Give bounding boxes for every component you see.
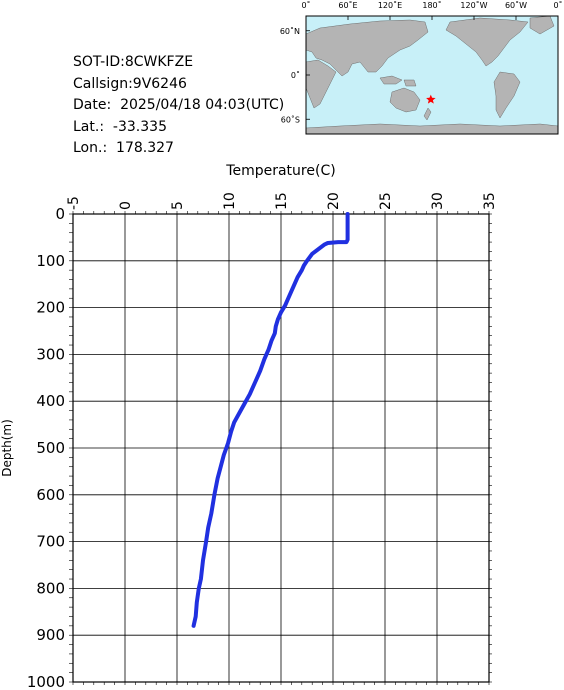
temperature-profile-line [191,212,350,628]
map-longitude-labels: 0˚ 60˚E 120˚E 180˚ 120˚W 60˚W 0˚ [301,0,562,10]
temperature-depth-plot: -5 0 5 10 15 20 25 30 35 01002003004005006007008… [0,163,498,690]
x-axis-title: Temperature(C) [225,163,335,179]
map-lon-label: 0˚ [553,0,562,10]
map-lon-label: 60˚W [505,0,527,10]
y-tick-label: 100 [36,252,65,270]
map-lat-label: 60˚S [281,114,300,124]
map-lon-label: 0˚ [301,0,310,10]
map-lon-label: 60˚E [338,0,357,10]
map-lon-label: 180˚ [422,0,441,10]
y-tick-label: 600 [36,486,65,504]
map-ticks [305,16,559,120]
location-map: 0˚ 60˚E 120˚E 180˚ 120˚W 60˚W 0˚ 60˚N 0˚ 60˚S [280,0,563,135]
plot-frame [72,213,490,683]
map-lat-label: 60˚N [280,26,300,36]
y-tick-label: 500 [36,439,65,457]
y-tick-label: 900 [36,626,65,644]
y-tick-label: 800 [36,579,65,597]
sot-id-text: SOT-ID:8CWKFZE [73,54,194,70]
map-lon-label: 120˚W [460,0,487,10]
date-text: Date: 2025/04/18 04:03(UTC) [73,97,285,113]
x-tick-label: 10 [222,192,238,210]
map-lat-label: 0˚ [291,70,300,80]
latitude-text: Lat.: -33.335 [73,118,167,135]
chart-grid [72,213,490,683]
x-tick-label: 30 [430,192,446,210]
x-tick-label: 20 [326,192,342,210]
x-tick-label: 0 [118,201,134,210]
x-tick-label: 25 [378,192,394,210]
longitude-text: Lon.: 178.327 [73,140,174,156]
map-lon-label: 120˚E [378,0,402,10]
float-position-marker [426,94,436,104]
float-info-panel: SOT-ID:8CWKFZE Callsign:9V6246 Date: 202… [73,52,284,160]
y-axis-title: Depth(m) [0,419,14,477]
y-tick-label: 700 [36,533,65,551]
callsign-text: Callsign:9V6246 [73,75,187,92]
y-tick-label: 0 [55,205,65,223]
y-tick-label: 400 [36,392,65,410]
map-latitude-labels: 60˚N 0˚ 60˚S [280,26,300,125]
y-tick-label: 200 [36,299,65,317]
map-land [305,15,559,135]
x-tick-label: -5 [66,196,82,210]
y-tick-labels: 0 100 200 300 400 500 600 700 800 900 1000 [27,205,65,690]
y-tick-label: 300 [36,345,65,363]
x-tick-label: 35 [482,192,498,210]
y-tick-label: 1000 [27,673,65,690]
x-tick-label: 15 [274,192,290,210]
x-tick-label: 5 [170,201,186,210]
x-tick-labels: -5 0 5 10 15 20 25 30 35 [66,192,498,210]
